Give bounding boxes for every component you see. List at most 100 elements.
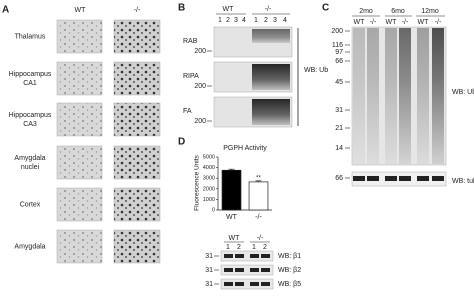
region-label: Hippocampus [9, 112, 52, 119]
micrograph-wt [56, 61, 103, 96]
age-header: 12mo [421, 8, 439, 15]
lane-label: 1 [226, 244, 230, 251]
lane-label: 3 [234, 17, 238, 24]
size-marker: 200 [194, 118, 206, 125]
micrograph-wt [56, 19, 103, 54]
lane-label: 2 [264, 17, 268, 24]
panel-label: D [178, 137, 185, 148]
genotype-label: WT [354, 19, 366, 26]
size-marker: 200 [194, 83, 206, 90]
bar [221, 169, 242, 211]
antibody-label: WB: β2 [278, 267, 301, 274]
size-marker: 66 [335, 175, 343, 182]
band [250, 282, 259, 286]
micrograph-ko [113, 187, 161, 222]
y-tick-label: 0 [212, 207, 215, 213]
micrograph-ko [113, 61, 161, 96]
fraction-label: FA [183, 108, 192, 115]
band [235, 282, 244, 286]
region-label: nuclei [21, 164, 40, 171]
blot-lane [353, 28, 365, 164]
panel-label: C [322, 3, 329, 14]
loading-band [417, 176, 429, 181]
lane-label: 4 [283, 17, 287, 24]
genotype-label: -/- [402, 19, 409, 26]
loading-band [367, 176, 379, 181]
blot-lane [417, 28, 429, 164]
size-marker: 45 [335, 79, 343, 86]
lane-label: 1 [218, 17, 222, 24]
band [235, 254, 244, 258]
region-label: Amygdala [14, 155, 45, 162]
size-marker: 21 [335, 125, 343, 132]
size-marker: 97 [335, 49, 343, 56]
band [250, 268, 259, 272]
group-header: -/- [265, 6, 272, 13]
y-tick-label: 1000 [203, 197, 215, 203]
column-header: WT [75, 7, 87, 14]
blot [220, 264, 274, 276]
band [235, 268, 244, 272]
region-label: Thalamus [15, 33, 46, 40]
antibody-label: WB: β5 [278, 281, 301, 288]
x-tick-label: -/- [255, 214, 262, 221]
column-header: -/- [134, 7, 141, 14]
y-axis-title: Fluorescence Units [194, 154, 201, 210]
chart-title: PGPH Activity [223, 145, 267, 152]
lane-label: 2 [237, 244, 241, 251]
age-header: 6mo [391, 8, 405, 15]
micrograph-wt [56, 187, 103, 222]
region-label: Hippocampus [9, 71, 52, 78]
region-label: CA1 [23, 80, 37, 87]
size-marker: 14 [335, 145, 343, 152]
lane-label: 1 [252, 244, 256, 251]
band [224, 254, 233, 258]
lane-label: 2 [263, 244, 267, 251]
band [261, 254, 270, 258]
group-header: -/- [257, 235, 264, 242]
blot-ko-smear [252, 64, 290, 90]
lane-label: 1 [254, 17, 258, 24]
loading-band [353, 176, 365, 181]
micrograph-ko [113, 102, 161, 137]
significance: ** [256, 175, 261, 181]
size-marker: 31 [335, 107, 343, 114]
micrograph-ko [113, 145, 161, 180]
antibody-label: WB: β1 [278, 253, 301, 260]
size-marker: 200 [194, 48, 206, 55]
band [224, 268, 233, 272]
micrograph-wt [56, 145, 103, 180]
band [224, 282, 233, 286]
micrograph-ko [113, 19, 161, 54]
size-marker: 31 [205, 281, 213, 288]
region-label: Amygdala [14, 243, 45, 250]
lane-label: 4 [242, 17, 246, 24]
lane-label: 2 [226, 17, 230, 24]
blot [220, 250, 274, 262]
fraction-label: RAB [183, 38, 198, 45]
loading-band [432, 176, 444, 181]
panel-label: A [2, 5, 9, 16]
size-marker: 200 [331, 28, 343, 35]
genotype-label: -/- [370, 19, 377, 26]
panel-label: B [178, 3, 185, 14]
bar [248, 181, 269, 211]
size-marker: 31 [205, 267, 213, 274]
loading-band [399, 176, 411, 181]
size-marker: 116 [332, 42, 343, 49]
y-tick-label: 2000 [203, 186, 215, 192]
age-header: 2mo [359, 8, 373, 15]
antibody-label: WB: Ub [304, 67, 328, 74]
band [261, 268, 270, 272]
y-tick-label: 3000 [203, 176, 215, 182]
band [250, 254, 259, 258]
blot [220, 278, 274, 290]
antibody-label: WB: tubulin [452, 178, 474, 185]
micrograph-wt [56, 102, 103, 137]
blot-lane [399, 28, 411, 164]
lane-label: 3 [273, 17, 277, 24]
y-tick-label: 4000 [203, 165, 215, 171]
fraction-label: RIPA [183, 73, 199, 80]
